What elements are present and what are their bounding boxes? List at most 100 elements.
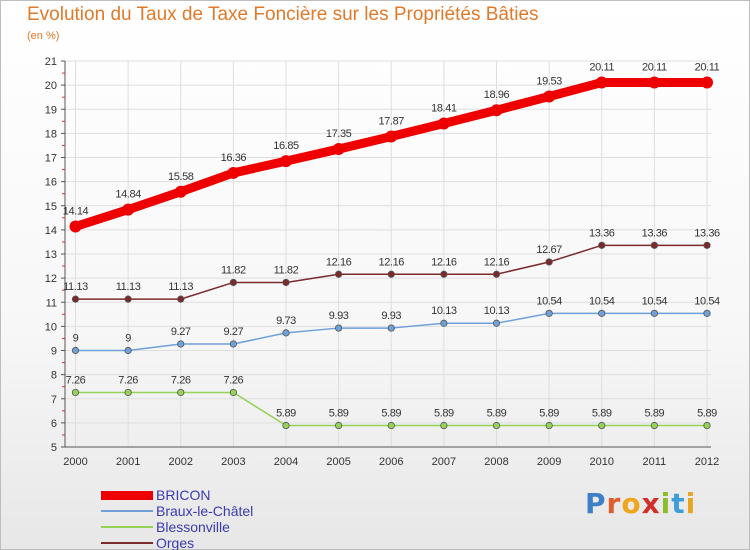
y-tick-label: 5 [51, 442, 57, 454]
legend-swatch [101, 526, 153, 528]
legend-item: Blessonville [101, 519, 253, 535]
data-point [335, 270, 343, 278]
x-tick-label: 2010 [590, 456, 614, 468]
legend-swatch [101, 490, 153, 500]
y-tick-label: 14 [45, 225, 57, 237]
data-labels: 14.14 14.84 15.58 16.36 16.85 17.35 17.87 18.41… [63, 61, 721, 420]
y-tick-label: 11 [46, 297, 57, 309]
data-point [440, 319, 448, 327]
data-point [492, 421, 501, 430]
data-point [543, 90, 556, 103]
data-point [595, 76, 608, 89]
x-tick-label: 2003 [221, 456, 245, 468]
x-tick-label: 2012 [695, 456, 719, 468]
data-point [650, 309, 658, 317]
data-label: 17.87 [378, 116, 404, 128]
data-label: 16.36 [221, 152, 247, 164]
data-label: 14.84 [115, 189, 141, 201]
data-point [598, 421, 606, 430]
data-label: 20.11 [695, 61, 720, 73]
data-point [332, 143, 345, 156]
y-tick-label: 21 [45, 56, 57, 68]
data-point [648, 76, 661, 89]
logo-letter: i [660, 487, 672, 520]
data-label: 12.16 [431, 256, 457, 268]
data-point [71, 295, 80, 303]
y-tick-label: 6 [51, 418, 57, 430]
data-label: 13.36 [589, 227, 615, 239]
y-tick-label: 20 [45, 80, 57, 92]
data-label: 14.14 [63, 205, 89, 217]
y-tick-label: 7 [51, 394, 57, 406]
data-label: 18.41 [431, 102, 457, 114]
data-label: 10.54 [642, 295, 668, 307]
data-point [440, 270, 448, 278]
data-point [440, 421, 448, 430]
data-point [650, 241, 658, 249]
data-label: 20.11 [642, 61, 667, 73]
data-label: 20.11 [589, 61, 614, 73]
data-label: 10.13 [484, 305, 510, 317]
logo-letter: P [585, 487, 607, 520]
data-point [280, 155, 292, 168]
logo-letter: x [641, 487, 661, 520]
data-point [227, 166, 240, 179]
proxiti-logo: Proxiti [585, 487, 696, 520]
data-point [335, 421, 343, 430]
data-label: 5.89 [276, 408, 296, 420]
x-tick-label: 2004 [274, 456, 298, 468]
data-label: 9.93 [329, 310, 349, 322]
data-point [492, 319, 501, 327]
data-label: 16.85 [273, 140, 299, 152]
data-label: 5.89 [434, 408, 454, 420]
x-tick-label: 2008 [484, 456, 508, 468]
data-point [387, 270, 395, 278]
logo-letter: i [685, 487, 697, 520]
data-label: 5.89 [644, 408, 664, 420]
legend-item: Braux-le-Châtel [101, 503, 253, 519]
data-label: 5.89 [592, 408, 612, 420]
legend-item: BRICON [101, 487, 253, 503]
data-point [545, 421, 553, 430]
data-label: 10.54 [589, 295, 615, 307]
data-label: 9 [73, 333, 79, 345]
y-tick-label: 18 [45, 128, 57, 140]
data-label: 10.54 [536, 295, 562, 307]
y-tick-label: 19 [45, 104, 57, 116]
x-tick-label: 2006 [379, 456, 403, 468]
data-point [598, 241, 606, 249]
data-label: 12.16 [378, 256, 404, 268]
data-label: 11.13 [63, 281, 88, 293]
data-label: 13.36 [694, 227, 720, 239]
x-tick-label: 2005 [326, 456, 350, 468]
data-label: 11.13 [116, 281, 141, 293]
legend-label: Orges [156, 535, 195, 550]
data-label: 13.36 [642, 227, 668, 239]
data-label: 7.26 [223, 374, 243, 386]
data-label: 7.26 [118, 374, 138, 386]
data-label: 7.26 [66, 374, 86, 386]
x-tick-label: 2000 [63, 456, 87, 468]
logo-letter: t [671, 487, 686, 520]
axes: 5 6 7 8 9 10 11 12 13 14 15 16 17 18 19 20 21 2000 2001 200… [45, 56, 719, 468]
x-tick-label: 2001 [116, 456, 140, 468]
y-tick-label: 17 [45, 153, 57, 165]
data-point [385, 130, 398, 143]
data-label: 12.16 [484, 256, 510, 268]
chart-unit: (en %) [27, 30, 60, 42]
data-label: 11.82 [274, 264, 299, 276]
data-point [703, 421, 711, 430]
data-point [282, 329, 290, 337]
y-tick-label: 12 [45, 273, 57, 285]
data-label: 17.35 [326, 128, 352, 140]
legend-swatch [101, 510, 153, 512]
data-point [124, 388, 132, 397]
data-label: 11.82 [221, 264, 246, 276]
data-point [124, 346, 132, 355]
data-label: 15.58 [168, 171, 194, 183]
data-point [122, 203, 135, 216]
data-point [124, 295, 132, 303]
data-point [703, 241, 711, 249]
